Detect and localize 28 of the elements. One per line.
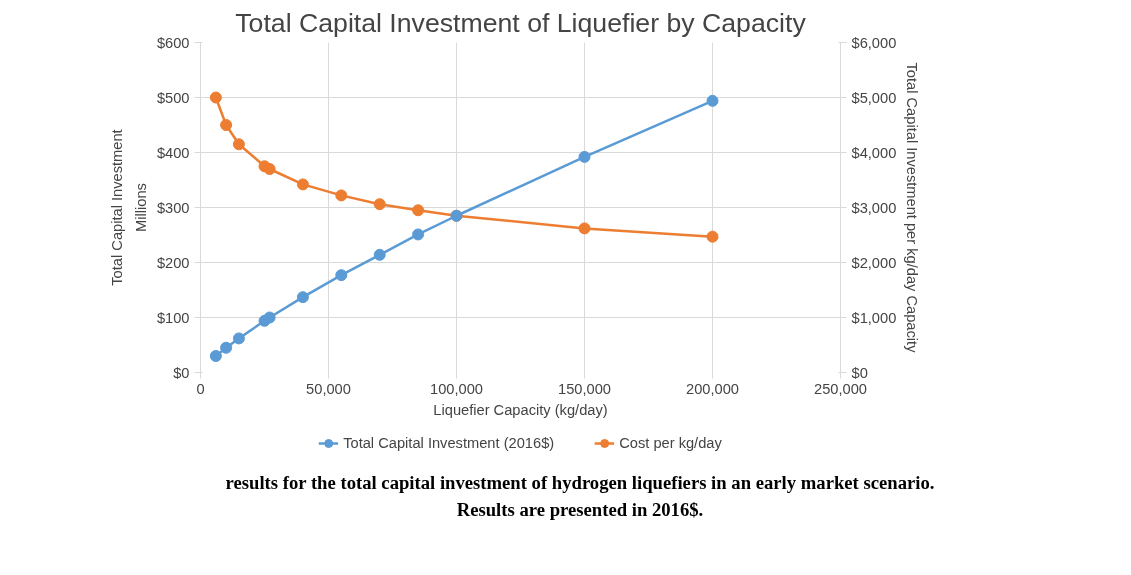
x-tick-label: 200,000 <box>686 380 739 397</box>
x-axis-title: Liquefier Capacity (kg/day) <box>433 401 608 418</box>
text: Millions <box>132 183 149 232</box>
y-axis-title: Total Capital Investment <box>108 129 125 286</box>
y2-axis-title: Total Capital Investment per kg/day Capacity <box>904 62 921 354</box>
chart-title: Total Capital Investment of Liquefier by Capacity <box>235 7 807 38</box>
y2-tick-label: $1,000 <box>851 309 897 326</box>
x-tick-label: 250,000 <box>814 380 867 397</box>
y2-tick-label: $5,000 <box>851 89 897 106</box>
y-tick-label: $400 <box>156 144 190 161</box>
y2-tick-label: $4,000 <box>851 144 897 161</box>
y-tick-label: $600 <box>156 34 190 51</box>
y2-tick-label: $2,000 <box>851 254 897 271</box>
y2-tick-label: $3,000 <box>851 199 897 216</box>
x-tick-label: 0 <box>196 380 205 397</box>
y2-tick-label: $0 <box>851 364 868 381</box>
y-tick-label: $300 <box>156 199 190 216</box>
y-tick-label: $500 <box>156 89 190 106</box>
x-tick-label: 50,000 <box>306 380 351 397</box>
x-tick-label: 100,000 <box>430 380 483 397</box>
y2-tick-label: $6,000 <box>851 34 897 51</box>
text: results for the total capital investment of hydrogen liquefiers in an early market scenario. Results are presented in 2016$. <box>224 471 936 522</box>
y-tick-label: $100 <box>156 309 190 326</box>
y-tick-label: $200 <box>156 254 190 271</box>
x-tick-label: 150,000 <box>558 380 611 397</box>
legend-label: Total Capital Investment (2016$) <box>343 434 555 451</box>
y-tick-label: $0 <box>173 364 190 381</box>
legend-label: Cost per kg/day <box>619 434 722 451</box>
